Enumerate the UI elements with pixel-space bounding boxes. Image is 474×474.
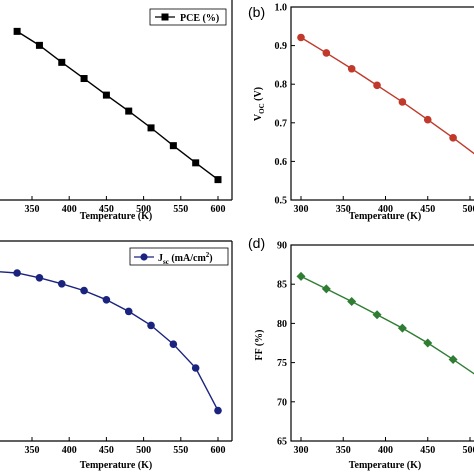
panel-a-x-tick-label: 500 [136,204,151,215]
panel-b-y-tick-label: 0.9 [275,41,288,52]
panel-d-y-tick-label: 75 [277,358,287,369]
panel-b-y-axis-title: VOC (V) [253,87,266,121]
panel-a-legend-marker [161,13,169,21]
panel-a-data-point [192,159,200,167]
panel-d-y-tick-label: 90 [277,241,287,252]
panel-c-legend-label: Jsc (mA/cm2) [158,251,213,266]
panel-d-x-tick-label: 400 [378,445,393,456]
panel-d-x-axis-title: Temperature (K) [349,460,422,471]
panel-c-data-point [102,296,111,304]
panel-c-x-tick-label: 350 [25,445,40,456]
panel-c-x-tick-label: 450 [99,445,114,456]
panel-c-data-point [35,274,44,282]
panel-d-ff: (d) 300 350 400 450 500 65 70 75 80 85 90 Tempera… [248,235,474,471]
panel-b-y-tick-label: 0.8 [275,80,288,91]
panel-c-x-tick-label: 600 [211,445,226,456]
panel-c-series-line [0,271,219,411]
panel-b-data-point [449,134,457,142]
panel-d-series-line [300,275,474,375]
panel-a-x-tick-label: 600 [211,204,226,215]
panel-b-data-point [347,64,356,73]
panel-b-data-point [297,33,305,42]
panel-c-data-point [80,286,88,295]
panel-d-data-point [397,323,407,333]
panel-d-data-point [321,284,331,294]
panel-b-y-tick-label: 0.7 [275,118,288,129]
panel-a-legend-box [149,8,227,26]
panel-a-x-tick-label: 450 [99,204,114,215]
panel-a-data-point [125,107,133,115]
panel-d-y-tick-label: 65 [277,437,287,448]
panel-d-data-point [347,296,357,306]
panel-c-legend: Jsc (mA/cm2) [129,247,229,266]
panel-c-data-point [13,269,21,277]
panel-b-data-point [423,115,432,124]
panel-c-legend-box [129,247,229,266]
panel-d-data-point [296,271,306,281]
panel-d-y-tick-label: 80 [277,319,287,330]
panel-b-x-tick-label: 400 [378,204,393,215]
panel-a-data-point [214,176,222,184]
panel-c-data-point [169,340,178,349]
panel-d-x-tick-label: 500 [463,445,474,456]
panel-c-x-tick-label: 500 [136,445,151,456]
panel-a-data-point [58,58,66,66]
panel-a-data-point [147,124,155,132]
panel-b-data-point [322,49,331,57]
panel-c-data-point [214,406,222,415]
panel-b-x-tick-label: 500 [463,204,474,215]
panel-d-x-tick-label: 300 [294,445,309,456]
panel-c-data-point [124,307,133,316]
panel-b-x-tick-label: 350 [336,204,351,215]
panel-c-data-point [57,280,66,288]
panel-d-data-point [372,310,382,320]
panel-a-legend: PCE (%) [149,8,227,26]
panel-a-data-point [102,91,110,99]
panel-b-x-tick-label: 300 [294,204,309,215]
panel-d-label: (d) [248,235,265,251]
panel-a-data-point [169,142,177,150]
panel-c-x-axis-title: Temperature (K) [80,460,153,471]
panel-c-legend-marker [140,253,148,261]
panel-b-label: (b) [248,4,265,20]
panel-b-y-tick-label: 0.6 [275,157,288,168]
panel-a-data-point [35,41,43,49]
panel-a-x-tick-label: 550 [173,204,188,215]
panel-a-legend-label: PCE (%) [180,13,219,24]
panel-c-jsc: 350 400 450 500 550 600 Temperature (K) Jsc (… [0,240,233,471]
panel-a-x-tick-label: 400 [62,204,77,215]
panel-c-data-point [147,321,155,330]
panel-d-data-point [448,354,458,364]
panel-b-y-tick-label: 1.0 [275,3,288,14]
panel-b-data-point [373,81,381,90]
panel-d-x-tick-label: 450 [420,445,435,456]
panel-b-voc: (b) 300 350 400 450 500 0.5 0.6 0.7 0.8 0.9 1.0 T… [248,3,474,222]
panel-a-x-tick-label: 350 [25,204,40,215]
panel-b-data-point [398,98,407,106]
panel-a-data-point [80,75,88,83]
panel-a-data-point [13,27,21,35]
panel-a-x-axis-title: Temperature (K) [80,211,153,222]
panel-a-series-line [16,30,219,181]
panel-d-y-axis-title: FF (%) [254,329,265,360]
panel-c-data-point [191,364,200,372]
panel-d-x-tick-label: 350 [336,445,351,456]
panel-d-y-tick-label: 85 [277,280,287,291]
panel-c-x-tick-label: 400 [62,445,77,456]
panel-d-y-tick-label: 70 [277,397,287,408]
panel-a-pce: 350 400 450 500 550 600 Temperature (K) PCE (… [0,0,233,222]
panel-c-x-tick-label: 550 [173,445,188,456]
panel-d-plot-frame [290,244,474,442]
panel-b-x-tick-label: 450 [420,204,435,215]
panel-d-data-point [423,338,433,348]
panel-b-x-axis-title: Temperature (K) [349,211,422,222]
panel-b-plot-frame [290,6,474,201]
panel-b-y-tick-label: 0.5 [275,196,288,207]
panel-b-series-line [300,36,474,155]
